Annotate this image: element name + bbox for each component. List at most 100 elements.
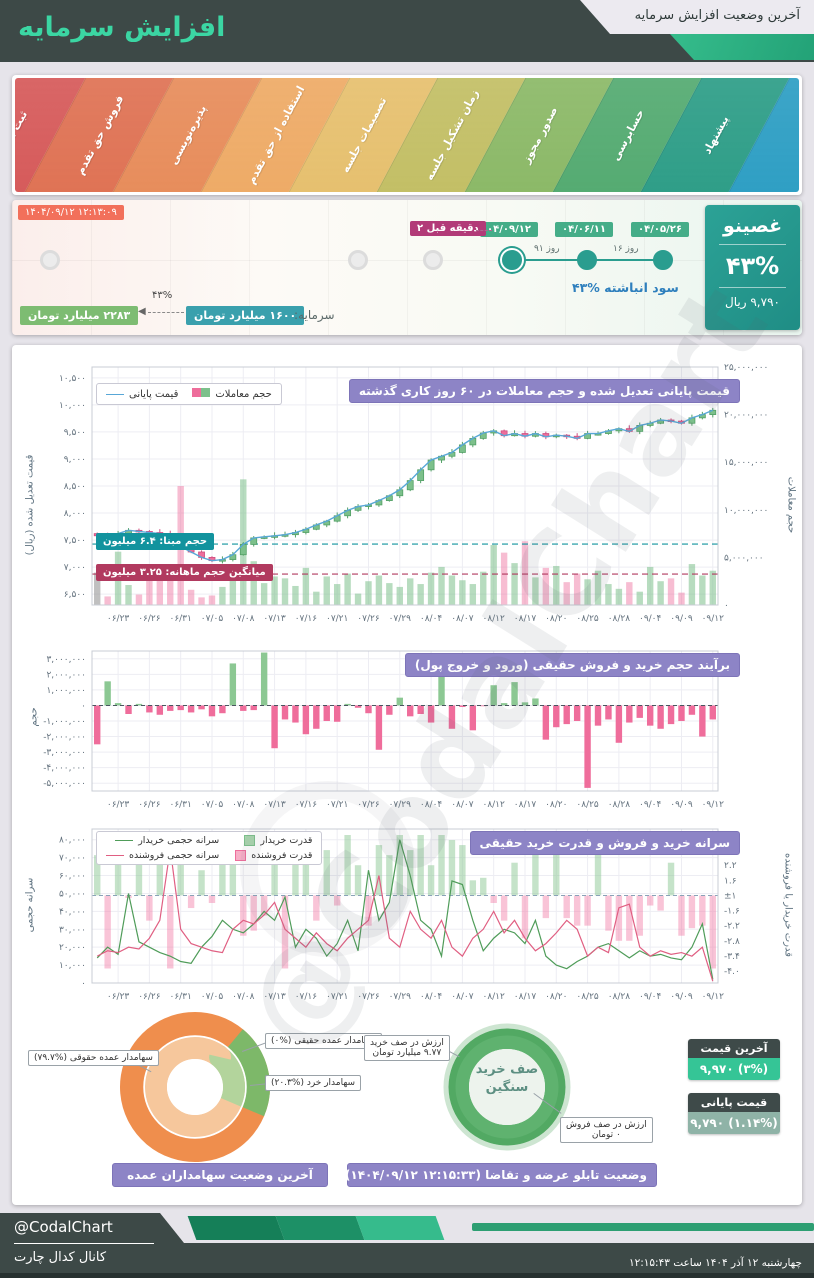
svg-text:۰۹/۱۲: ۰۹/۱۲	[702, 992, 725, 1002]
shareholders-title: آخرین وضعیت سهامداران عمده	[112, 1163, 328, 1187]
svg-text:۳,۰۰۰,۰۰۰: ۳,۰۰۰,۰۰۰	[46, 655, 86, 665]
footer-handle: @CodalChart	[14, 1218, 113, 1236]
svg-text:۱۵,۰۰۰,۰۰۰: ۱۵,۰۰۰,۰۰۰	[724, 458, 768, 468]
price-volume-chart: ۶,۵۰۰ ۷,۰۰۰ ۷,۵۰۰ ۸,۰۰۰ ۸,۵۰۰ ۹,۰۰۰ ۹,۵۰۰ ۱۰,۰۰…	[59, 363, 768, 624]
footer: @CodalChart کانال کدال چارت چهارشنبه ۱۲ …	[0, 1213, 814, 1278]
footer-chevron	[187, 1216, 285, 1240]
legend-close-label: قیمت پایانی	[129, 388, 179, 400]
svg-text:۰۹/۰۴: ۰۹/۰۴	[639, 992, 662, 1002]
volume-swatch-icon	[192, 388, 211, 400]
stages-ribbon: ثبت آگهی فروش حق تقدم پذیره‌نویسی استفاده ا…	[15, 78, 799, 192]
svg-text:۰۶/۲۳: ۰۶/۲۳	[107, 800, 130, 810]
timeline-node-inactive	[40, 250, 60, 270]
svg-text:۰۸/۰۴: ۰۸/۰۴	[420, 992, 443, 1002]
buy-queue-label: ارزش در صف خرید ۹.۷۷ میلیارد تومان	[364, 1035, 450, 1061]
svg-text:۰۹/۰۹: ۰۹/۰۹	[670, 992, 693, 1002]
chart1-ylabel-left: قیمت تعدیل شده (ریال)	[24, 454, 36, 556]
svg-text:۰۷/۲۹: ۰۷/۲۹	[389, 992, 412, 1002]
svg-text:۴۰,۰۰۰: ۴۰,۰۰۰	[59, 907, 86, 917]
base-volume-badge: حجم مبنا: ۶.۴ میلیون	[96, 533, 215, 550]
svg-text:۱۰,۰۰۰: ۱۰,۰۰۰	[59, 961, 86, 971]
svg-text:-۲,۰۰۰,۰۰۰: -۲,۰۰۰,۰۰۰	[43, 733, 86, 743]
sell-queue-label: ارزش در صف فروش ۰ تومان	[560, 1117, 653, 1143]
svg-text:۰۷/۲۱: ۰۷/۲۱	[326, 800, 348, 810]
svg-text:۰۸/۲۰: ۰۸/۲۰	[545, 614, 567, 624]
svg-text:۰۷/۰۸: ۰۷/۰۸	[232, 992, 255, 1002]
svg-text:۱.۶: ۱.۶	[724, 876, 737, 886]
chart2-ylabel: حجم	[28, 707, 40, 727]
svg-text:۳۰,۰۰۰: ۳۰,۰۰۰	[59, 925, 86, 935]
legend-buyer-power: قدرت خریدار	[260, 835, 313, 846]
svg-text:۱۰,۰۰۰: ۱۰,۰۰۰	[59, 401, 86, 411]
timeline-node-active	[653, 250, 673, 270]
chart3-ylabel-right: قدرت خریدار یا فروشنده	[782, 853, 794, 957]
svg-text:۲۰,۰۰۰: ۲۰,۰۰۰	[59, 943, 86, 953]
svg-text:۰۸/۰۷: ۰۸/۰۷	[451, 992, 474, 1002]
svg-text:۶۰,۰۰۰: ۶۰,۰۰۰	[59, 872, 86, 882]
capital-label: سرمایه:	[294, 308, 335, 322]
svg-text:۰۷/۲۶: ۰۷/۲۶	[357, 614, 380, 624]
monthly-volume-badge: میانگین حجم ماهانه: ۳.۲۵ میلیون	[96, 564, 273, 581]
svg-text:۰۸/۱۲: ۰۸/۱۲	[482, 992, 505, 1002]
svg-text:۰۷/۲۶: ۰۷/۲۶	[357, 992, 380, 1002]
recency-badge: ۲ دقیقه قبل	[410, 221, 486, 236]
header: افزایش سرمایه آخرین وضعیت افزایش سرمایه	[0, 0, 814, 62]
svg-text:۷۰,۰۰۰: ۷۰,۰۰۰	[59, 854, 86, 864]
svg-text:۰۷/۰۸: ۰۷/۰۸	[232, 614, 255, 624]
svg-text:۰۸/۲۵: ۰۸/۲۵	[576, 614, 599, 624]
svg-text:۷,۵۰۰: ۷,۵۰۰	[64, 536, 86, 546]
svg-text:۰۸/۲۸: ۰۸/۲۸	[608, 992, 631, 1002]
svg-text:۱۰,۰۰۰,۰۰۰: ۱۰,۰۰۰,۰۰۰	[724, 506, 768, 516]
svg-text:۰۸/۲۵: ۰۸/۲۵	[576, 992, 599, 1002]
svg-text:۰۷/۱۶: ۰۷/۱۶	[295, 992, 318, 1002]
gap-days: ۱۶ روز	[613, 244, 639, 254]
svg-text:۰۸/۱۲: ۰۸/۱۲	[482, 614, 505, 624]
svg-text:۰۶/۳۱: ۰۶/۳۱	[169, 992, 191, 1002]
chart1-legend: حجم معاملات قیمت پایانی	[96, 383, 282, 405]
buyer-line-swatch-icon	[115, 840, 134, 841]
svg-text:۰۸/۲۰: ۰۸/۲۰	[545, 992, 567, 1002]
svg-text:۲,۰۰۰,۰۰۰: ۲,۰۰۰,۰۰۰	[46, 670, 86, 680]
chart1-ylabel-right: حجم معاملات	[785, 476, 797, 534]
svg-text:۲۰,۰۰۰,۰۰۰: ۲۰,۰۰۰,۰۰۰	[724, 411, 768, 421]
header-subtitle: آخرین وضعیت افزایش سرمایه	[634, 8, 800, 23]
last-price-value: ۹,۹۷۰ (۳%)	[688, 1058, 780, 1080]
footer-green-bar	[472, 1223, 814, 1231]
svg-text:۸۰,۰۰۰: ۸۰,۰۰۰	[59, 836, 86, 846]
milestone-date: ۰۴/۰۵/۲۶	[631, 222, 689, 237]
svg-text:۰۸/۲۵: ۰۸/۲۵	[576, 800, 599, 810]
footer-edge	[0, 1273, 814, 1278]
svg-text:-۱.۶: -۱.۶	[724, 907, 740, 917]
svg-text:۰۶/۲۳: ۰۶/۲۳	[107, 614, 130, 624]
footer-divider	[14, 1243, 154, 1244]
svg-text:۹,۵۰۰: ۹,۵۰۰	[64, 428, 86, 438]
svg-text:۰۹/۰۹: ۰۹/۰۹	[670, 800, 693, 810]
svg-text:۰۷/۲۱: ۰۷/۲۱	[326, 614, 348, 624]
svg-text:۰۶/۲۶: ۰۶/۲۶	[138, 614, 161, 624]
footer-notch	[160, 1213, 814, 1243]
timeline-node-inactive	[423, 250, 443, 270]
svg-text:۱۰,۵۰۰: ۱۰,۵۰۰	[59, 374, 86, 384]
svg-text:-۵,۰۰۰,۰۰۰: -۵,۰۰۰,۰۰۰	[43, 779, 86, 789]
svg-text:۰۹/۰۴: ۰۹/۰۴	[639, 800, 662, 810]
svg-text:۰۶/۳۱: ۰۶/۳۱	[169, 614, 191, 624]
svg-text:-۲.۲: -۲.۲	[724, 922, 740, 932]
svg-text:۰۹/۱۲: ۰۹/۱۲	[702, 800, 725, 810]
timeline-node-inactive	[348, 250, 368, 270]
footer-channel: کانال کدال چارت	[14, 1250, 107, 1265]
svg-text:۰۶/۳۱: ۰۶/۳۱	[169, 800, 191, 810]
header-green-ribbon	[670, 34, 814, 60]
svg-text:۰۸/۱۷: ۰۸/۱۷	[514, 800, 537, 810]
svg-text:۱,۰۰۰,۰۰۰: ۱,۰۰۰,۰۰۰	[46, 686, 86, 696]
chart3-ylabel-left: سرانه حجمی	[24, 877, 36, 933]
svg-text:۷,۰۰۰: ۷,۰۰۰	[64, 563, 86, 573]
capital-arrow-dash	[148, 312, 184, 313]
gap-days: ۹۱ روز	[534, 244, 560, 254]
milestone-date: ۰۴/۰۶/۱۱	[555, 222, 613, 237]
svg-text:۲.۲: ۲.۲	[724, 861, 737, 871]
symbol-price: ۹,۷۹۰ ریال	[725, 295, 780, 309]
timeline-card: ۱۴۰۴/۰۹/۱۲ ۱۲:۱۳:۰۹ ۰۴/۰۹/۱۲ ۰۴/۰۶/۱۱ ۰۴…	[12, 200, 802, 335]
svg-text:۰۸/۰۷: ۰۸/۰۷	[451, 614, 474, 624]
timeline-node-active	[577, 250, 597, 270]
